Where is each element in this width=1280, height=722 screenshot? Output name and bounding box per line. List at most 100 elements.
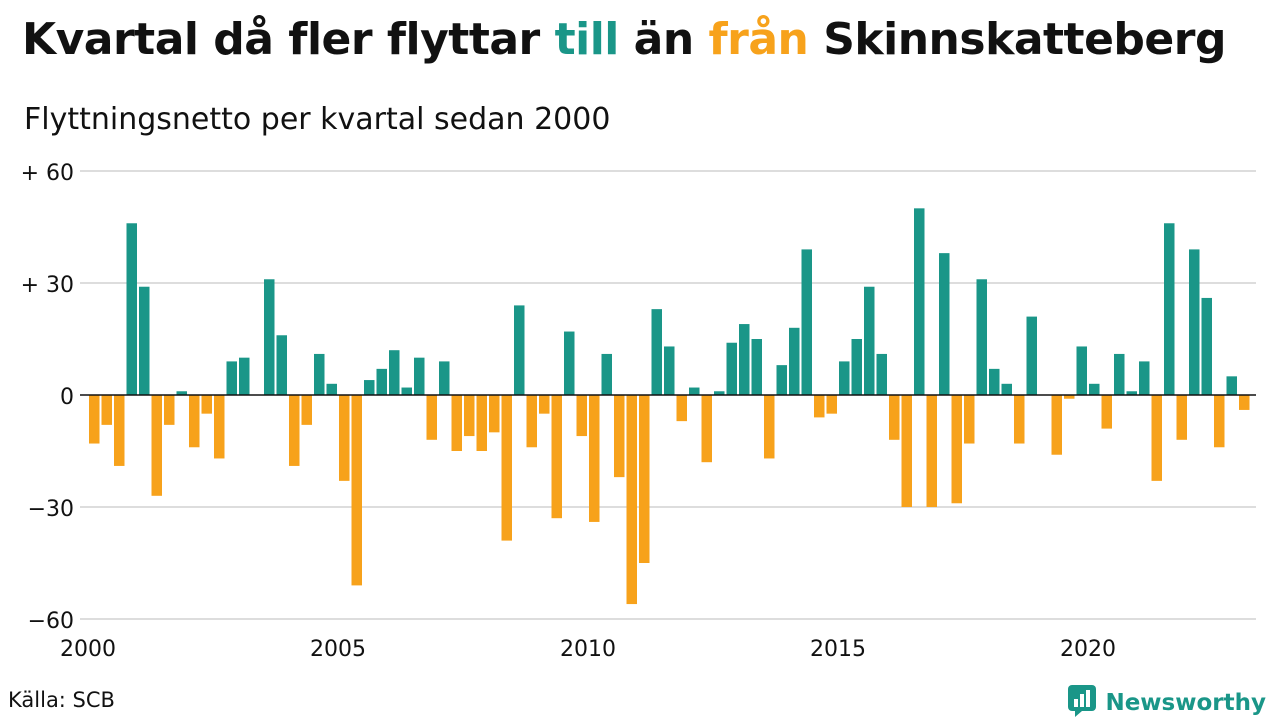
- bar: [714, 391, 725, 395]
- bar: [151, 395, 162, 496]
- bar: [826, 395, 837, 414]
- x-tick-label: 2010: [560, 637, 616, 662]
- bar: [1051, 395, 1062, 455]
- bar: [576, 395, 587, 437]
- bar: [1001, 383, 1012, 395]
- bar: [701, 395, 712, 463]
- bar: [626, 395, 637, 605]
- bar: [551, 395, 562, 519]
- bar: [539, 395, 550, 414]
- bar: [601, 353, 612, 395]
- title-part-3: Skinnskatteberg: [808, 14, 1226, 65]
- bar: [264, 279, 275, 395]
- bar: [1226, 376, 1237, 395]
- bar: [226, 361, 237, 395]
- bar: [164, 395, 175, 425]
- x-tick-label: 2015: [810, 637, 866, 662]
- bar: [864, 286, 875, 395]
- bar: [1164, 223, 1175, 395]
- bar: [751, 339, 762, 395]
- brand-name: Newsworthy: [1105, 690, 1266, 716]
- bar: [451, 395, 462, 451]
- bar: [851, 339, 862, 395]
- x-tick-label: 2000: [60, 637, 116, 662]
- title-till: till: [554, 14, 620, 65]
- bar: [364, 380, 375, 395]
- bar: [1176, 395, 1187, 440]
- bar: [676, 395, 687, 422]
- title-part-1: Kvartal då fler flyttar: [22, 14, 555, 65]
- bar: [951, 395, 962, 504]
- chart-subtitle: Flyttningsnetto per kvartal sedan 2000: [24, 102, 611, 137]
- bar: [926, 395, 937, 507]
- bar: [501, 395, 512, 541]
- bar: [789, 327, 800, 395]
- bar: [1139, 361, 1150, 395]
- bar: [1189, 249, 1200, 395]
- bar: [589, 395, 600, 522]
- bar: [726, 342, 737, 395]
- bar: [964, 395, 975, 444]
- title-part-2: än: [618, 14, 709, 65]
- bar: [476, 395, 487, 451]
- bar: [176, 391, 187, 395]
- y-tick-label: + 30: [21, 273, 74, 298]
- bar: [651, 309, 662, 395]
- bar: [776, 365, 787, 395]
- bar: [439, 361, 450, 395]
- bar: [914, 208, 925, 395]
- bar: [376, 368, 387, 395]
- bar: [389, 350, 400, 395]
- bar: [126, 223, 137, 395]
- bar: [989, 368, 1000, 395]
- bar: [139, 286, 150, 395]
- bar: [564, 331, 575, 395]
- bar: [426, 395, 437, 440]
- brand: Newsworthy: [1067, 684, 1266, 722]
- bar: [1026, 316, 1037, 395]
- bar: [239, 357, 250, 395]
- bar: [464, 395, 475, 437]
- bar: [689, 387, 700, 395]
- bar: [1114, 353, 1125, 395]
- bar: [314, 353, 325, 395]
- bar: [1126, 391, 1137, 395]
- bar: [414, 357, 425, 395]
- bar: [189, 395, 200, 448]
- bar: [114, 395, 125, 466]
- y-tick-label: + 60: [21, 161, 74, 186]
- bar: [976, 279, 987, 395]
- source-label: Källa: SCB: [8, 688, 115, 712]
- bar: [526, 395, 537, 448]
- bar: [89, 395, 100, 444]
- chart-title: Kvartal då fler flyttar till än från Ski…: [22, 14, 1226, 65]
- title-fran: från: [708, 14, 809, 65]
- bar: [614, 395, 625, 478]
- bar: [876, 353, 887, 395]
- bar: [1151, 395, 1162, 481]
- y-tick-label: −30: [28, 497, 74, 522]
- bar: [401, 387, 412, 395]
- bar: [889, 395, 900, 440]
- bar: [1064, 395, 1075, 399]
- bar: [1014, 395, 1025, 444]
- bar: [939, 253, 950, 395]
- bar: [1239, 395, 1250, 410]
- newsworthy-logo-icon: [1067, 684, 1097, 722]
- bar: [489, 395, 500, 433]
- bar: [739, 324, 750, 395]
- bar: [101, 395, 112, 425]
- bar: [1089, 383, 1100, 395]
- bar: [301, 395, 312, 425]
- y-tick-label: 0: [60, 385, 74, 410]
- bar: [1214, 395, 1225, 448]
- bar: [351, 395, 362, 586]
- bar: [814, 395, 825, 418]
- bar: [1076, 346, 1087, 395]
- bar: [901, 395, 912, 507]
- bar: [214, 395, 225, 459]
- bar: [664, 346, 675, 395]
- bar: [514, 305, 525, 395]
- bar: [839, 361, 850, 395]
